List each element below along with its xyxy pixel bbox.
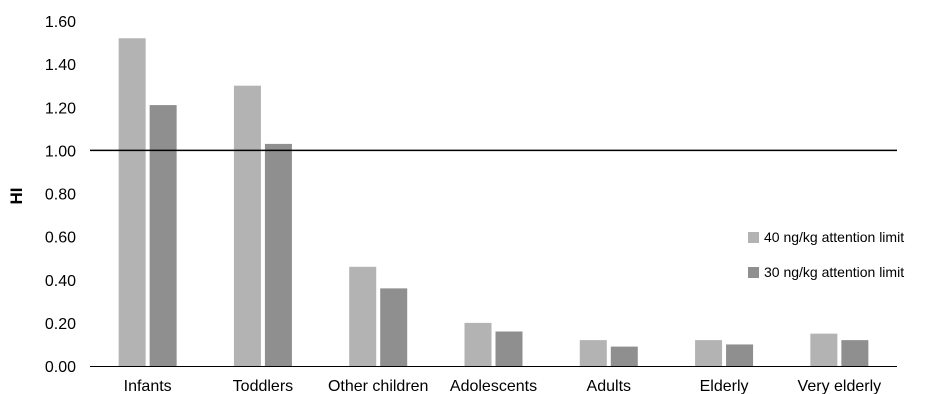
legend-swatch — [748, 232, 759, 243]
bar-series-2 — [380, 288, 408, 366]
y-tick-label: 0.00 — [45, 359, 76, 376]
bar-series-1 — [579, 340, 607, 366]
y-tick-label: 0.80 — [45, 187, 76, 204]
y-axis-ticks: 0.00 0.20 0.40 0.60 0.80 1.00 1.20 1.40 1.60 — [45, 14, 76, 376]
bar-series-1 — [118, 38, 146, 366]
legend-swatch — [748, 267, 759, 278]
bar-series-2 — [610, 346, 638, 366]
y-tick-label: 0.40 — [45, 273, 76, 290]
bar-series-2 — [726, 344, 754, 366]
bar-series-2 — [149, 105, 177, 366]
bar-series-1 — [810, 333, 838, 366]
bar-series-1 — [695, 340, 723, 366]
y-tick-label: 1.40 — [45, 57, 76, 74]
category-labels: Infants Toddlers Other children Adolescents… — [124, 378, 882, 394]
bar-series-1 — [464, 322, 492, 366]
category-label: Infants — [124, 378, 172, 394]
y-tick-label: 0.60 — [45, 230, 76, 247]
bar-series-2 — [495, 331, 523, 366]
category-label: Adolescents — [450, 378, 537, 394]
category-label: Very elderly — [798, 378, 882, 394]
legend: 40 ng/kg attention limit 30 ng/kg attenti… — [748, 229, 904, 280]
bar-series-2 — [841, 340, 869, 366]
category-label: Adults — [587, 378, 631, 394]
y-tick-label: 0.20 — [45, 316, 76, 333]
y-axis-label: HI — [7, 188, 26, 205]
y-tick-label: 1.00 — [45, 143, 76, 160]
category-label: Elderly — [700, 378, 749, 394]
y-tick-label: 1.20 — [45, 100, 76, 117]
legend-label: 30 ng/kg attention limit — [764, 264, 904, 280]
bar-series-1 — [233, 85, 261, 366]
category-label: Other children — [328, 378, 429, 394]
legend-label: 40 ng/kg attention limit — [764, 229, 904, 245]
bar-series-2 — [264, 143, 292, 366]
bar-series-1 — [349, 266, 377, 366]
category-label: Toddlers — [233, 378, 293, 394]
y-tick-label: 1.60 — [45, 14, 76, 31]
bars — [118, 38, 869, 366]
